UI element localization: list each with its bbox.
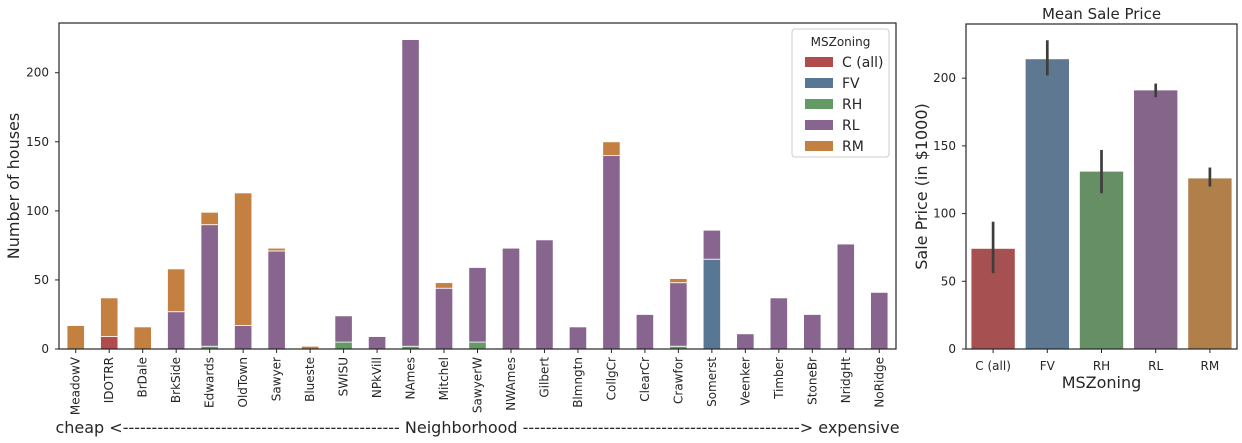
y-tick-label-0: 0 xyxy=(41,342,49,356)
bar-NAmes-RL xyxy=(401,39,420,347)
x-tick-label-SWISU: SWISU xyxy=(337,357,351,396)
bar-NPkVill-RL xyxy=(367,336,387,350)
mean-bar-RL xyxy=(1134,90,1178,349)
x-tick-label-Timber: Timber xyxy=(772,357,786,400)
bar-Edwards-RM xyxy=(200,211,219,226)
y-tick-label-150: 150 xyxy=(26,135,49,149)
bar-Somerst-FV xyxy=(702,258,721,350)
legend-swatch-FV xyxy=(805,78,833,88)
bar-Blmngtn-RL xyxy=(568,326,588,350)
x2-tick-label-RL: RL xyxy=(1148,359,1163,373)
legend-label-RL: RL xyxy=(842,118,860,134)
x-tick-label-Edwards: Edwards xyxy=(203,357,217,408)
bar-Mitchel-RL xyxy=(434,287,454,350)
bar-Sawyer-RL xyxy=(267,250,286,350)
bar-Edwards-RL xyxy=(200,224,219,347)
bar-StoneBr-RL xyxy=(803,314,822,350)
x-tick-label-NoRidge: NoRidge xyxy=(872,357,886,408)
bar-BrkSide-RM xyxy=(167,268,186,313)
legend-label-RH: RH xyxy=(842,97,862,113)
bar-Somerst-RL xyxy=(702,229,721,260)
x-tick-label-NridgHt: NridgHt xyxy=(839,357,853,404)
bar-Veenker-RL xyxy=(736,333,755,350)
y2-tick-label-100: 100 xyxy=(933,207,956,221)
mean-bar-FV xyxy=(1025,59,1069,350)
x2-tick-label-RH: RH xyxy=(1093,359,1110,373)
x-tick-label-Veenker: Veenker xyxy=(738,357,752,406)
x-tick-label-BrDale: BrDale xyxy=(136,357,150,397)
right-plot-frame xyxy=(965,23,1238,350)
legend-label-C (all): C (all) xyxy=(842,55,884,71)
x2-tick-label-RM: RM xyxy=(1201,359,1220,373)
bar-SawyerW-RH xyxy=(468,341,487,350)
bar-SWISU-RH xyxy=(334,341,353,350)
bar-Gilbert-RL xyxy=(535,239,554,350)
bar-Mitchel-RM xyxy=(434,282,454,289)
legend-swatch-C (all) xyxy=(805,57,833,67)
x-tick-label-Blmngtn: Blmngtn xyxy=(571,357,585,408)
legend-label-RM: RM xyxy=(842,139,864,155)
x-tick-label-BrkSide: BrkSide xyxy=(169,357,183,403)
x-tick-label-Somerst: Somerst xyxy=(705,357,719,407)
bar-SWISU-RL xyxy=(334,315,353,343)
x-tick-label-CollgCr: CollgCr xyxy=(604,357,618,400)
left-plot-frame xyxy=(58,22,897,350)
y2-axis-label: Sale Price (in $1000) xyxy=(912,103,931,270)
x-axis-label: cheap <---------------------------------… xyxy=(55,418,899,437)
y-axis-label: Number of houses xyxy=(4,113,23,259)
bar-NWAmes-RL xyxy=(501,247,521,350)
bar-Crawfor-RL xyxy=(669,282,688,347)
bar-BrkSide-RL xyxy=(167,311,186,350)
mean-bar-RM xyxy=(1188,178,1232,350)
y-tick-label-100: 100 xyxy=(26,204,49,218)
bar-BrDale-RM xyxy=(133,326,152,350)
bar-MeadowV-RM xyxy=(66,325,85,350)
right-chart-title: Mean Sale Price xyxy=(1042,5,1161,23)
x2-tick-label-FV: FV xyxy=(1040,359,1056,373)
legend-swatch-RM xyxy=(805,141,833,151)
bar-IDOTRR-RM xyxy=(100,297,119,337)
bar-OldTown-RL xyxy=(234,325,253,350)
x2-tick-label-C (all): C (all) xyxy=(975,359,1011,373)
x-tick-label-ClearCr: ClearCr xyxy=(638,357,652,402)
bar-OldTown-RM xyxy=(234,192,253,326)
x-tick-label-SawyerW: SawyerW xyxy=(471,357,485,413)
x-tick-label-NAmes: NAmes xyxy=(404,357,418,400)
y-tick-label-50: 50 xyxy=(34,273,49,287)
legend-title: MSZoning xyxy=(811,35,871,49)
x-tick-label-Sawyer: Sawyer xyxy=(270,357,284,401)
bar-SawyerW-RL xyxy=(468,267,487,343)
bar-NridgHt-RL xyxy=(836,243,855,350)
bar-IDOTRR-C (all) xyxy=(100,336,119,350)
y2-tick-label-200: 200 xyxy=(933,71,956,85)
x-tick-label-Mitchel: Mitchel xyxy=(437,357,451,400)
bar-Sawyer-RM xyxy=(267,247,286,252)
legend-swatch-RL xyxy=(805,120,833,130)
bar-Timber-RL xyxy=(769,297,788,350)
x-tick-label-Crawfor: Crawfor xyxy=(671,357,685,404)
bar-Crawfor-RM xyxy=(669,278,688,284)
x-tick-label-MeadowV: MeadowV xyxy=(69,356,83,415)
bar-CollgCr-RM xyxy=(602,141,621,157)
x-tick-label-IDOTRR: IDOTRR xyxy=(102,357,116,403)
y2-tick-label-50: 50 xyxy=(941,274,956,288)
x2-axis-label: MSZoning xyxy=(1062,373,1142,392)
legend-swatch-RH xyxy=(805,99,833,109)
x-tick-label-Blueste: Blueste xyxy=(303,357,317,402)
bar-ClearCr-RL xyxy=(635,314,655,350)
bar-NoRidge-RL xyxy=(870,291,889,350)
x-tick-label-OldTown: OldTown xyxy=(236,357,250,407)
y2-tick-label-150: 150 xyxy=(933,139,956,153)
x-tick-label-NPkVill: NPkVill xyxy=(370,357,384,398)
bar-CollgCr-RL xyxy=(602,155,621,350)
mean-bar-RH xyxy=(1079,171,1124,349)
x-tick-label-Gilbert: Gilbert xyxy=(537,357,551,398)
y-tick-label-200: 200 xyxy=(26,66,49,80)
x-tick-label-NWAmes: NWAmes xyxy=(504,357,518,411)
legend-label-FV: FV xyxy=(842,76,860,92)
y2-tick-label-0: 0 xyxy=(948,342,956,356)
x-tick-label-StoneBr: StoneBr xyxy=(805,357,819,405)
